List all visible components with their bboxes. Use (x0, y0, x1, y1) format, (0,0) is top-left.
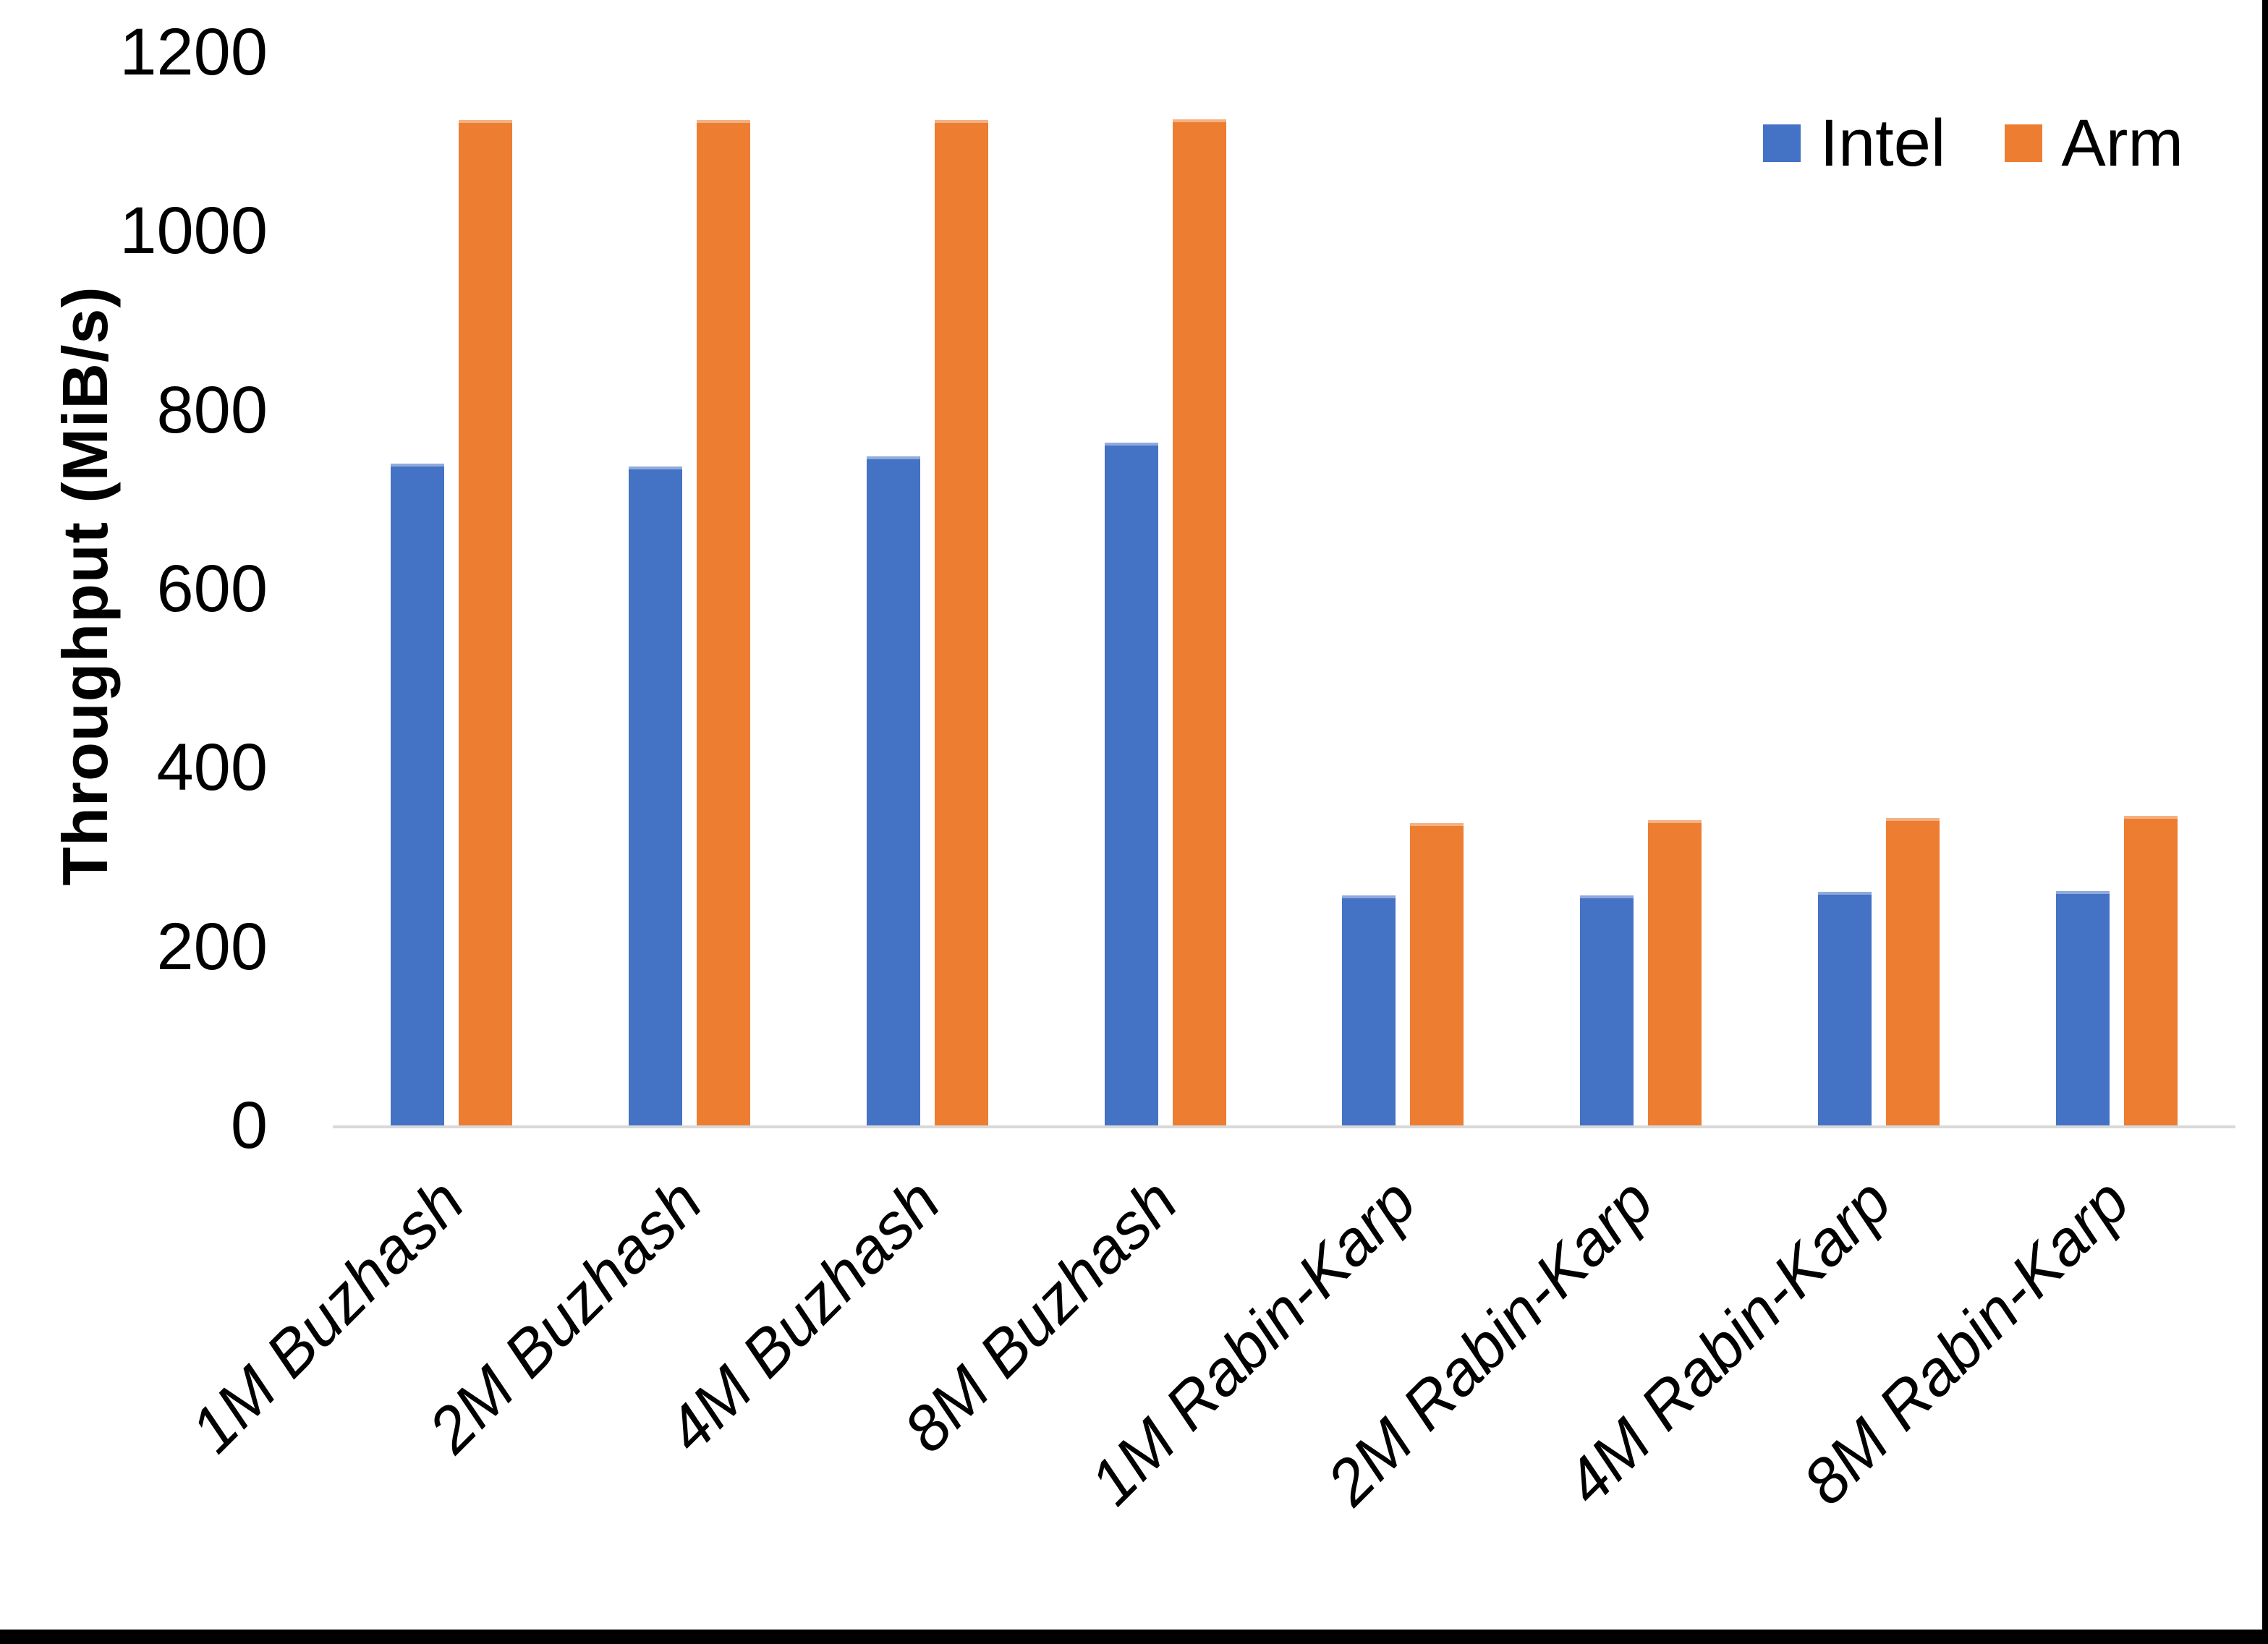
category-group-5 (1284, 52, 1522, 1125)
y-tick-label: 1000 (119, 194, 268, 268)
y-tick-label: 0 (230, 1089, 268, 1162)
bar-arm-2 (697, 120, 751, 1125)
y-tick-label: 1200 (119, 15, 268, 89)
bar-arm-7 (1885, 817, 1940, 1125)
category-group-2 (571, 52, 809, 1125)
legend-swatch-intel (1763, 124, 1801, 162)
y-tick-label: 200 (156, 909, 268, 984)
y-tick-label: 800 (156, 372, 268, 447)
category-group-4 (1046, 52, 1284, 1125)
category-group-7 (1760, 52, 1998, 1125)
bar-intel-8 (2055, 891, 2110, 1125)
legend-item-intel: Intel (1763, 110, 1945, 176)
category-group-3 (809, 52, 1047, 1125)
bar-intel-3 (866, 456, 920, 1125)
bar-arm-3 (934, 120, 988, 1125)
x-axis-line (333, 1125, 2235, 1128)
slide-right-edge (2262, 0, 2268, 1644)
category-group-6 (1522, 52, 1760, 1125)
bar-arm-1 (459, 120, 513, 1125)
y-tick-label: 400 (156, 731, 268, 805)
category-group-8 (1997, 52, 2235, 1125)
legend-label: Arm (2061, 106, 2183, 180)
y-tick-label: 600 (156, 552, 268, 626)
bar-intel-5 (1342, 895, 1396, 1125)
bar-intel-6 (1580, 895, 1634, 1125)
plot-area (333, 52, 2235, 1125)
y-axis-tick-labels: 0 200 400 600 800 1000 1200 (22, 19, 268, 1159)
legend-label: Intel (1819, 106, 1946, 180)
bar-arm-5 (1410, 823, 1464, 1125)
bar-intel-7 (1817, 892, 1872, 1125)
category-group-1 (333, 52, 571, 1125)
bar-intel-2 (629, 466, 683, 1125)
legend-swatch-arm (2005, 124, 2043, 162)
bar-arm-8 (2123, 816, 2178, 1125)
bar-arm-6 (1648, 820, 1702, 1125)
legend: Intel Arm (1763, 110, 2183, 176)
slide-bottom-edge (0, 1630, 2268, 1644)
legend-item-arm: Arm (2005, 110, 2183, 176)
bar-arm-4 (1172, 119, 1226, 1125)
bar-intel-4 (1104, 443, 1158, 1125)
bar-intel-1 (391, 463, 445, 1125)
